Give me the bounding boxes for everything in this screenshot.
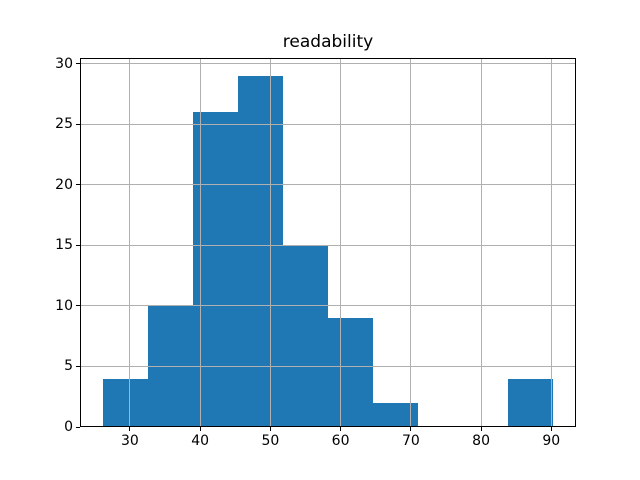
gridline-vertical: [340, 58, 342, 427]
gridline-horizontal: [80, 63, 576, 64]
histogram-bar: [328, 317, 374, 427]
plot-area: [80, 58, 576, 427]
gridline-vertical: [269, 58, 271, 427]
gridline-vertical: [550, 58, 552, 427]
y-tick-mark: [76, 426, 80, 428]
y-tick-label: 30: [55, 55, 73, 72]
gridline-horizontal: [80, 244, 576, 246]
chart-title: readability: [282, 32, 374, 52]
x-tick-mark: [410, 427, 412, 431]
y-tick-label: 10: [55, 297, 73, 314]
histogram-bar: [102, 378, 148, 427]
gridline-vertical: [410, 58, 412, 427]
y-tick-mark: [76, 123, 80, 125]
histogram-bar: [282, 245, 328, 427]
gridline-vertical: [480, 58, 482, 427]
x-tick-mark: [340, 427, 342, 431]
x-tick-label: 50: [261, 433, 280, 449]
y-tick-mark: [76, 365, 80, 367]
x-tick-mark: [480, 427, 482, 431]
y-tick-mark: [76, 184, 80, 186]
x-tick-label: 80: [472, 433, 490, 449]
x-tick-label: 30: [120, 433, 139, 449]
y-tick-label: 0: [64, 419, 73, 435]
x-tick-label: 90: [542, 433, 561, 449]
y-tick-mark: [76, 63, 80, 64]
histogram-bar: [508, 378, 554, 427]
gridline-vertical: [129, 58, 131, 427]
bars-layer: [80, 58, 576, 427]
x-tick-mark: [550, 427, 552, 431]
y-tick-mark: [76, 305, 80, 307]
y-tick-label: 25: [55, 116, 73, 132]
gridline-vertical: [199, 58, 201, 427]
x-tick-label: 70: [401, 433, 420, 449]
gridline-horizontal: [80, 365, 576, 367]
y-tick-label: 20: [55, 176, 73, 193]
y-tick-label: 5: [64, 358, 73, 375]
x-tick-label: 40: [191, 433, 210, 449]
y-tick-label: 15: [55, 237, 73, 254]
x-tick-mark: [129, 427, 131, 431]
gridline-horizontal: [80, 305, 576, 307]
x-tick-mark: [199, 427, 201, 431]
axes-spines: [80, 58, 576, 427]
gridline-horizontal: [80, 123, 576, 125]
gridline-horizontal: [80, 184, 576, 186]
y-tick-mark: [76, 244, 80, 246]
x-tick-mark: [269, 427, 271, 431]
grid-layer: [80, 58, 576, 427]
x-tick-label: 60: [331, 433, 350, 449]
histogram-bar: [237, 75, 283, 427]
